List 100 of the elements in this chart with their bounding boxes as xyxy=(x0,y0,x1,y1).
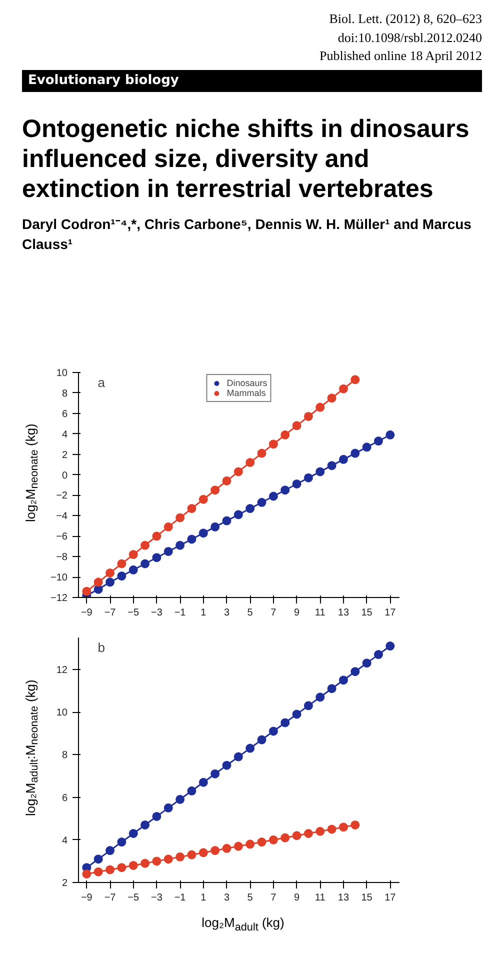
y-tick-label: 4 xyxy=(62,429,68,440)
point xyxy=(374,650,383,660)
point xyxy=(210,522,220,532)
point xyxy=(386,430,395,440)
legend-label: Dinosaurs xyxy=(226,378,268,388)
x-tick-label: −9 xyxy=(80,892,93,904)
point xyxy=(198,848,208,858)
point xyxy=(362,442,372,452)
point xyxy=(128,550,138,560)
point xyxy=(222,476,232,486)
point xyxy=(280,833,290,842)
point xyxy=(140,820,150,830)
point xyxy=(164,546,173,556)
point xyxy=(164,854,173,864)
point xyxy=(350,375,360,384)
point xyxy=(234,752,243,762)
point xyxy=(234,467,243,476)
point xyxy=(152,532,162,541)
point xyxy=(292,479,302,488)
point xyxy=(164,522,173,532)
point xyxy=(128,860,138,870)
x-tick-label: 15 xyxy=(361,892,373,904)
point xyxy=(164,803,173,812)
x-tick-label: 15 xyxy=(361,608,373,618)
point xyxy=(198,528,208,538)
point xyxy=(117,559,126,568)
point xyxy=(280,486,290,495)
point xyxy=(198,494,208,504)
x-tick-label: 1 xyxy=(200,892,207,904)
y-tick-label: 2 xyxy=(62,878,68,889)
y-tick-label: 0 xyxy=(62,470,68,482)
y-tick-label: 8 xyxy=(62,388,68,400)
y-tick-label: −10 xyxy=(50,572,68,584)
point xyxy=(117,863,126,872)
point xyxy=(292,710,302,719)
point xyxy=(152,553,162,562)
x-tick-label: 17 xyxy=(384,608,396,618)
point xyxy=(94,854,103,864)
point xyxy=(338,384,348,394)
y-tick-label: 8 xyxy=(62,750,68,762)
point xyxy=(304,473,313,482)
x-tick-label: −5 xyxy=(128,892,140,904)
point xyxy=(140,858,150,868)
x-tick-label: −7 xyxy=(104,608,116,618)
point xyxy=(338,822,348,832)
point xyxy=(268,835,278,844)
point xyxy=(210,769,220,778)
chart-title: Ontogenetic niche shifts in dinosaurs influenced size, diversity and extinction in terrestrial vertebrates xyxy=(22,114,470,204)
point xyxy=(292,421,302,430)
point xyxy=(222,516,232,526)
point xyxy=(246,744,255,753)
x-tick-label: 7 xyxy=(270,608,277,618)
point xyxy=(257,448,266,458)
text: Daryl Codron¹⁻⁴,*, Chris Carbone⁵, Dennis W. H. Müller¹ and Marcus Clauss¹ xyxy=(22,215,472,254)
x-tick-label: 3 xyxy=(224,892,230,904)
y-tick-label: 4 xyxy=(62,835,68,846)
point xyxy=(106,578,115,587)
point xyxy=(140,540,150,550)
point xyxy=(176,852,185,862)
point xyxy=(222,760,232,770)
x-axis-title: log₂M$_{adult}$ (kg) xyxy=(200,914,286,936)
point xyxy=(304,829,313,838)
point xyxy=(350,448,360,458)
point xyxy=(106,568,115,578)
point xyxy=(106,846,115,856)
point xyxy=(350,667,360,676)
y-tick-label: −2 xyxy=(56,490,68,502)
point xyxy=(316,402,325,412)
point xyxy=(117,572,126,581)
x-tick-label: −3 xyxy=(151,892,163,904)
y-tick-label: 10 xyxy=(56,708,68,719)
x-tick-label: 1 xyxy=(200,608,207,618)
point xyxy=(338,676,348,685)
point xyxy=(246,840,255,849)
y-tick-label: −6 xyxy=(56,532,68,543)
point xyxy=(187,534,196,544)
x-tick-label: −1 xyxy=(174,892,186,904)
point xyxy=(176,513,185,522)
point xyxy=(304,412,313,421)
y-tick-label: −4 xyxy=(56,511,68,522)
y-tick-label: 2 xyxy=(62,450,68,461)
point xyxy=(374,436,383,446)
point xyxy=(316,692,325,702)
x-tick-label: 9 xyxy=(294,892,300,904)
point xyxy=(257,735,266,744)
point xyxy=(128,565,138,574)
point xyxy=(327,461,336,470)
point xyxy=(327,394,336,403)
x-tick-label: 5 xyxy=(247,892,254,904)
point xyxy=(94,867,103,876)
point xyxy=(338,454,348,464)
point xyxy=(128,829,138,838)
x-tick-label: −7 xyxy=(104,892,116,904)
point xyxy=(350,820,360,830)
x-tick-label: 13 xyxy=(338,608,350,618)
x-tick-label: −3 xyxy=(151,608,163,618)
point xyxy=(222,844,232,853)
point xyxy=(257,498,266,507)
point xyxy=(257,838,266,847)
point xyxy=(187,504,196,514)
